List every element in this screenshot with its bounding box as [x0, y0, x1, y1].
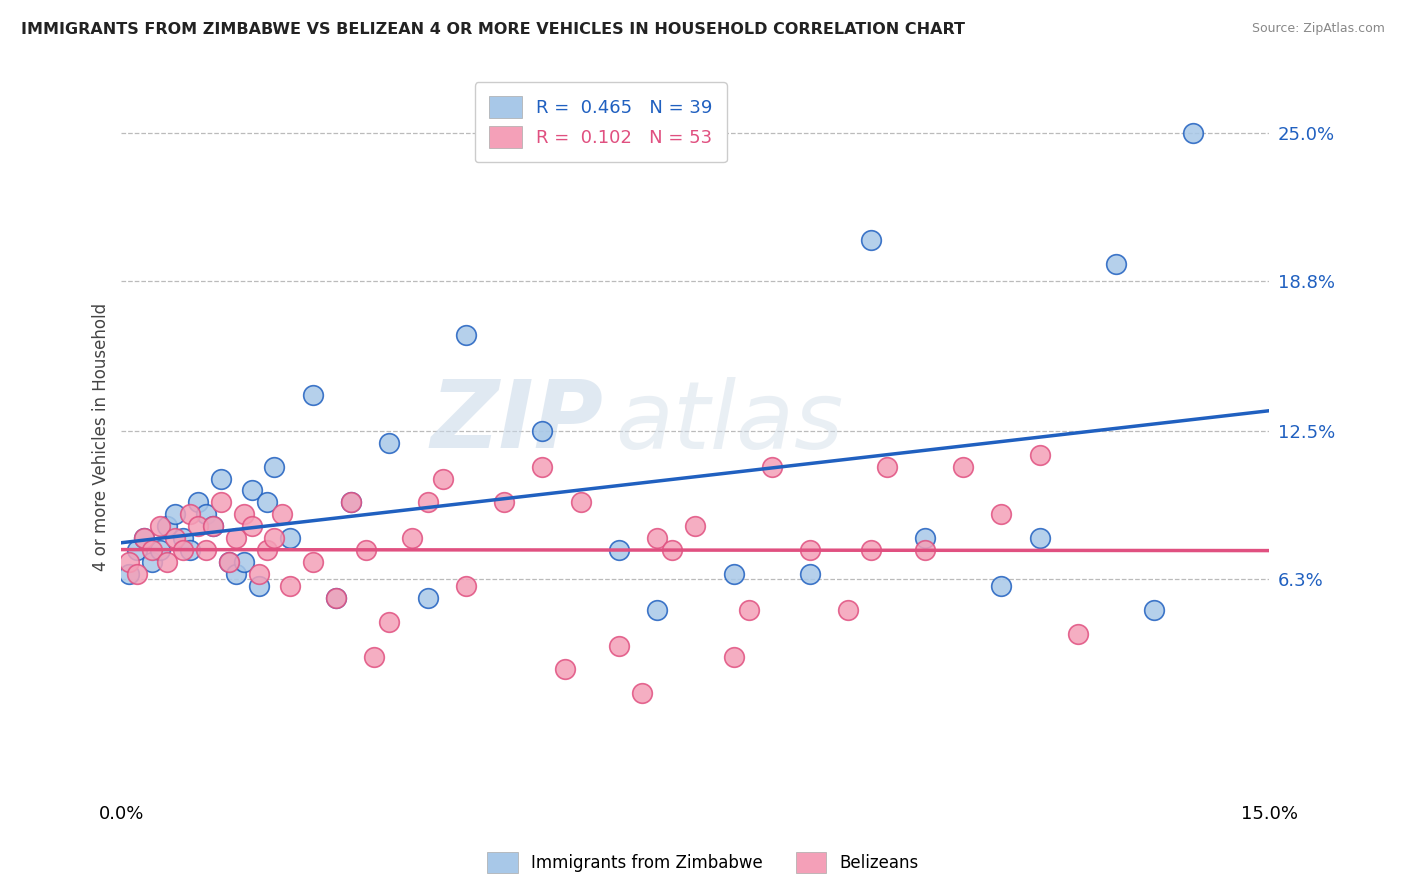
Point	[761, 459, 783, 474]
Point	[990, 579, 1012, 593]
Point	[187, 519, 209, 533]
Point	[569, 495, 592, 509]
Point	[163, 531, 186, 545]
Point	[149, 543, 172, 558]
Text: atlas: atlas	[614, 376, 844, 467]
Point	[661, 543, 683, 558]
Point	[194, 508, 217, 522]
Point	[118, 555, 141, 569]
Point	[225, 566, 247, 581]
Point	[156, 519, 179, 533]
Point	[356, 543, 378, 558]
Point	[278, 531, 301, 545]
Point	[723, 566, 745, 581]
Point	[416, 591, 439, 605]
Point	[325, 591, 347, 605]
Point	[209, 495, 232, 509]
Point	[240, 519, 263, 533]
Point	[860, 543, 883, 558]
Point	[271, 508, 294, 522]
Text: Source: ZipAtlas.com: Source: ZipAtlas.com	[1251, 22, 1385, 36]
Point	[125, 566, 148, 581]
Point	[492, 495, 515, 509]
Point	[125, 543, 148, 558]
Point	[232, 555, 254, 569]
Point	[187, 495, 209, 509]
Point	[202, 519, 225, 533]
Text: ZIP: ZIP	[430, 376, 603, 468]
Point	[799, 566, 821, 581]
Point	[141, 543, 163, 558]
Point	[202, 519, 225, 533]
Point	[256, 495, 278, 509]
Y-axis label: 4 or more Vehicles in Household: 4 or more Vehicles in Household	[93, 302, 110, 571]
Point	[914, 543, 936, 558]
Point	[1028, 531, 1050, 545]
Point	[172, 531, 194, 545]
Legend: R =  0.465   N = 39, R =  0.102   N = 53: R = 0.465 N = 39, R = 0.102 N = 53	[475, 82, 727, 162]
Point	[301, 388, 323, 402]
Point	[531, 424, 554, 438]
Point	[141, 555, 163, 569]
Point	[952, 459, 974, 474]
Point	[209, 471, 232, 485]
Point	[990, 508, 1012, 522]
Point	[340, 495, 363, 509]
Point	[685, 519, 707, 533]
Point	[179, 543, 201, 558]
Point	[134, 531, 156, 545]
Point	[263, 531, 285, 545]
Point	[1105, 257, 1128, 271]
Point	[645, 603, 668, 617]
Point	[363, 650, 385, 665]
Point	[607, 543, 630, 558]
Text: IMMIGRANTS FROM ZIMBABWE VS BELIZEAN 4 OR MORE VEHICLES IN HOUSEHOLD CORRELATION: IMMIGRANTS FROM ZIMBABWE VS BELIZEAN 4 O…	[21, 22, 965, 37]
Point	[172, 543, 194, 558]
Point	[645, 531, 668, 545]
Point	[1181, 126, 1204, 140]
Point	[531, 459, 554, 474]
Point	[914, 531, 936, 545]
Point	[340, 495, 363, 509]
Point	[607, 639, 630, 653]
Point	[247, 579, 270, 593]
Point	[156, 555, 179, 569]
Point	[118, 566, 141, 581]
Point	[378, 435, 401, 450]
Point	[278, 579, 301, 593]
Point	[163, 508, 186, 522]
Point	[194, 543, 217, 558]
Point	[1067, 626, 1090, 640]
Point	[256, 543, 278, 558]
Legend: Immigrants from Zimbabwe, Belizeans: Immigrants from Zimbabwe, Belizeans	[481, 846, 925, 880]
Point	[149, 519, 172, 533]
Point	[416, 495, 439, 509]
Point	[179, 508, 201, 522]
Point	[1028, 448, 1050, 462]
Point	[232, 508, 254, 522]
Point	[225, 531, 247, 545]
Point	[301, 555, 323, 569]
Point	[401, 531, 423, 545]
Point	[218, 555, 240, 569]
Point	[378, 615, 401, 629]
Point	[263, 459, 285, 474]
Point	[240, 483, 263, 498]
Point	[723, 650, 745, 665]
Point	[325, 591, 347, 605]
Point	[554, 662, 576, 676]
Point	[860, 233, 883, 247]
Point	[454, 579, 477, 593]
Point	[218, 555, 240, 569]
Point	[134, 531, 156, 545]
Point	[432, 471, 454, 485]
Point	[630, 686, 652, 700]
Point	[247, 566, 270, 581]
Point	[876, 459, 898, 474]
Point	[454, 328, 477, 343]
Point	[1143, 603, 1166, 617]
Point	[738, 603, 761, 617]
Point	[799, 543, 821, 558]
Point	[837, 603, 859, 617]
